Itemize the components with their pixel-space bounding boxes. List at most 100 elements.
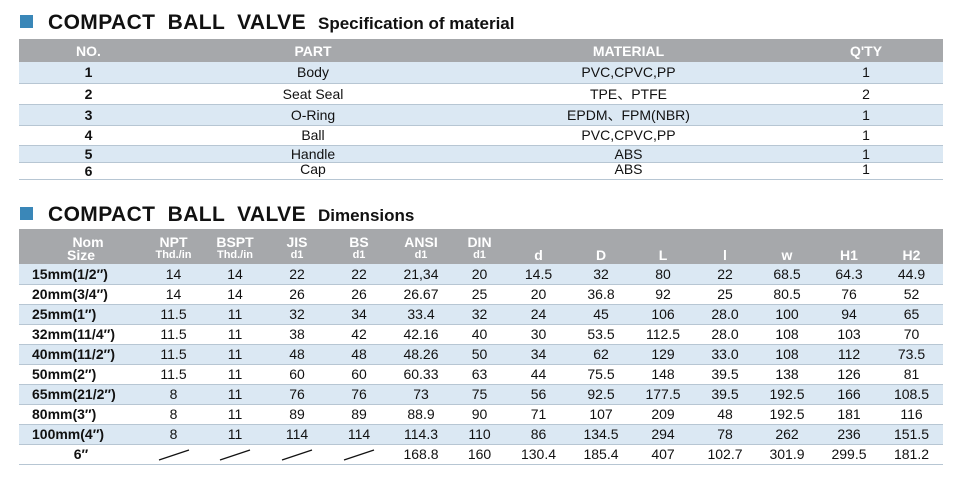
dimension-cell: 100 — [756, 304, 818, 325]
dimension-cell: 11.5 — [143, 304, 204, 325]
size-cell: 6″ — [19, 444, 143, 465]
dimension-cell: 36.8 — [570, 284, 632, 305]
material-qty-cell: 1 — [789, 125, 943, 146]
dimension-cell: 73.5 — [880, 344, 943, 365]
dimension-cell: 106 — [632, 304, 694, 325]
dimension-cell: 42.16 — [390, 324, 452, 345]
size-cell: 25mm(1″) — [19, 304, 143, 325]
dimension-cell: 64.3 — [818, 264, 880, 285]
dimension-cell: 168.8 — [390, 444, 452, 465]
header-label: ANSI — [404, 234, 438, 250]
dimension-cell: 25 — [452, 284, 507, 305]
dimension-cell: 181.2 — [880, 444, 943, 465]
size-cell: 40mm(11/2″) — [19, 344, 143, 365]
dimension-cell: 166 — [818, 384, 880, 405]
material-qty-cell: 1 — [789, 162, 943, 180]
dimension-section-heading: COMPACT BALL VALVE Dimensions — [20, 199, 414, 225]
dimension-cell: 11 — [204, 424, 266, 445]
material-material-cell: PVC,CPVC,PP — [468, 62, 789, 84]
material-no-cell: 1 — [19, 62, 158, 84]
dimension-row: 50mm(2″) 11.5 11 60 60 60.33 63 44 75.5 148 39.5 13… — [19, 364, 943, 385]
dimension-cell: 48 — [328, 344, 390, 365]
dimension-cell: 110 — [452, 424, 507, 445]
dimension-cell: 22 — [328, 264, 390, 285]
dimension-header-cell: w — [756, 229, 818, 264]
dimension-cell: 89 — [266, 404, 328, 425]
dimension-cell: 112 — [818, 344, 880, 365]
dimension-cell: 14 — [204, 264, 266, 285]
dimension-cell: 192.5 — [756, 384, 818, 405]
dimension-cell: 70 — [880, 324, 943, 345]
not-applicable-slash — [328, 444, 390, 465]
dimension-cell: 114 — [266, 424, 328, 445]
header-material: MATERIAL — [468, 39, 789, 62]
material-part-cell: Body — [158, 62, 468, 84]
dimension-cell: 26.67 — [390, 284, 452, 305]
dimension-cell: 26 — [328, 284, 390, 305]
material-no-cell: 6 — [19, 162, 158, 180]
dimension-cell: 45 — [570, 304, 632, 325]
dimension-cell: 209 — [632, 404, 694, 425]
dimension-row: 25mm(1″) 11.5 11 32 34 33.4 32 24 45 106 28.0 100 94… — [19, 304, 943, 325]
dimension-cell: 20 — [452, 264, 507, 285]
dimension-cell: 68.5 — [756, 264, 818, 285]
dimension-cell: 129 — [632, 344, 694, 365]
material-table: NO. PART MATERIAL Q'TY 1 Body PVC,CPVC,PP 1… — [19, 39, 943, 180]
dimension-cell: 89 — [328, 404, 390, 425]
dimension-cell: 71 — [507, 404, 570, 425]
dimension-cell: 44 — [507, 364, 570, 385]
dimension-cell: 185.4 — [570, 444, 632, 465]
material-row: 5 Handle ABS 1 — [19, 145, 943, 163]
dimension-cell: 11 — [204, 304, 266, 325]
material-row: 2 Seat Seal TPE、PTFE 2 — [19, 83, 943, 105]
header-sublabel: d1 — [290, 249, 304, 261]
dimension-cell: 160 — [452, 444, 507, 465]
dimension-cell: 94 — [818, 304, 880, 325]
dimension-cell: 65 — [880, 304, 943, 325]
dimension-cell: 11 — [204, 384, 266, 405]
dimension-cell: 76 — [328, 384, 390, 405]
header-label: H1 — [840, 247, 858, 263]
material-row: 4 Ball PVC,CPVC,PP 1 — [19, 125, 943, 146]
material-qty-cell: 1 — [789, 145, 943, 163]
dimension-cell: 301.9 — [756, 444, 818, 465]
dimension-cell: 92 — [632, 284, 694, 305]
dimension-cell: 108.5 — [880, 384, 943, 405]
dimension-cell: 60 — [328, 364, 390, 385]
header-sublabel: d1 — [473, 249, 486, 261]
dimension-cell: 130.4 — [507, 444, 570, 465]
dimension-cell: 108 — [756, 344, 818, 365]
dimension-header-row: Nom Size NPT Thd./in BSPT Thd./in JIS d1 BS d1 ANS… — [19, 229, 943, 264]
material-material-cell: TPE、PTFE — [468, 83, 789, 105]
dimension-header-cell: H2 — [880, 229, 943, 264]
dimension-cell: 24 — [507, 304, 570, 325]
header-label: H2 — [902, 247, 921, 263]
dimension-cell: 32 — [452, 304, 507, 325]
dimension-cell: 11 — [204, 344, 266, 365]
material-material-cell: ABS — [468, 162, 789, 180]
not-applicable-slash — [266, 444, 328, 465]
dimension-cell: 40 — [452, 324, 507, 345]
header-part: PART — [158, 39, 468, 62]
size-cell: 20mm(3/4″) — [19, 284, 143, 305]
dimension-cell: 42 — [328, 324, 390, 345]
material-qty-cell: 1 — [789, 104, 943, 126]
header-label: BS — [349, 234, 369, 250]
dimension-header-cell: H1 — [818, 229, 880, 264]
dimension-cell: 177.5 — [632, 384, 694, 405]
dimension-cell: 14 — [204, 284, 266, 305]
dimension-section-subtitle: Dimensions — [317, 206, 415, 225]
dimension-header-cell: BSPT Thd./in — [204, 229, 266, 264]
dimension-cell: 73 — [390, 384, 452, 405]
dimension-table: Nom Size NPT Thd./in BSPT Thd./in JIS d1 BS d1 ANS… — [19, 229, 943, 465]
header-sublabel: d1 — [352, 249, 366, 261]
dimension-section-title: COMPACT BALL VALVE — [48, 203, 306, 226]
dimension-cell: 192.5 — [756, 404, 818, 425]
material-part-cell: Handle — [158, 145, 468, 163]
dimension-cell: 48 — [694, 404, 756, 425]
dimension-cell: 103 — [818, 324, 880, 345]
dimension-cell: 14.5 — [507, 264, 570, 285]
dimension-row: 32mm(11/4″) 11.5 11 38 42 42.16 40 30 53.5 112.5 2… — [19, 324, 943, 345]
dimension-cell: 50 — [452, 344, 507, 365]
dimension-cell: 8 — [143, 424, 204, 445]
